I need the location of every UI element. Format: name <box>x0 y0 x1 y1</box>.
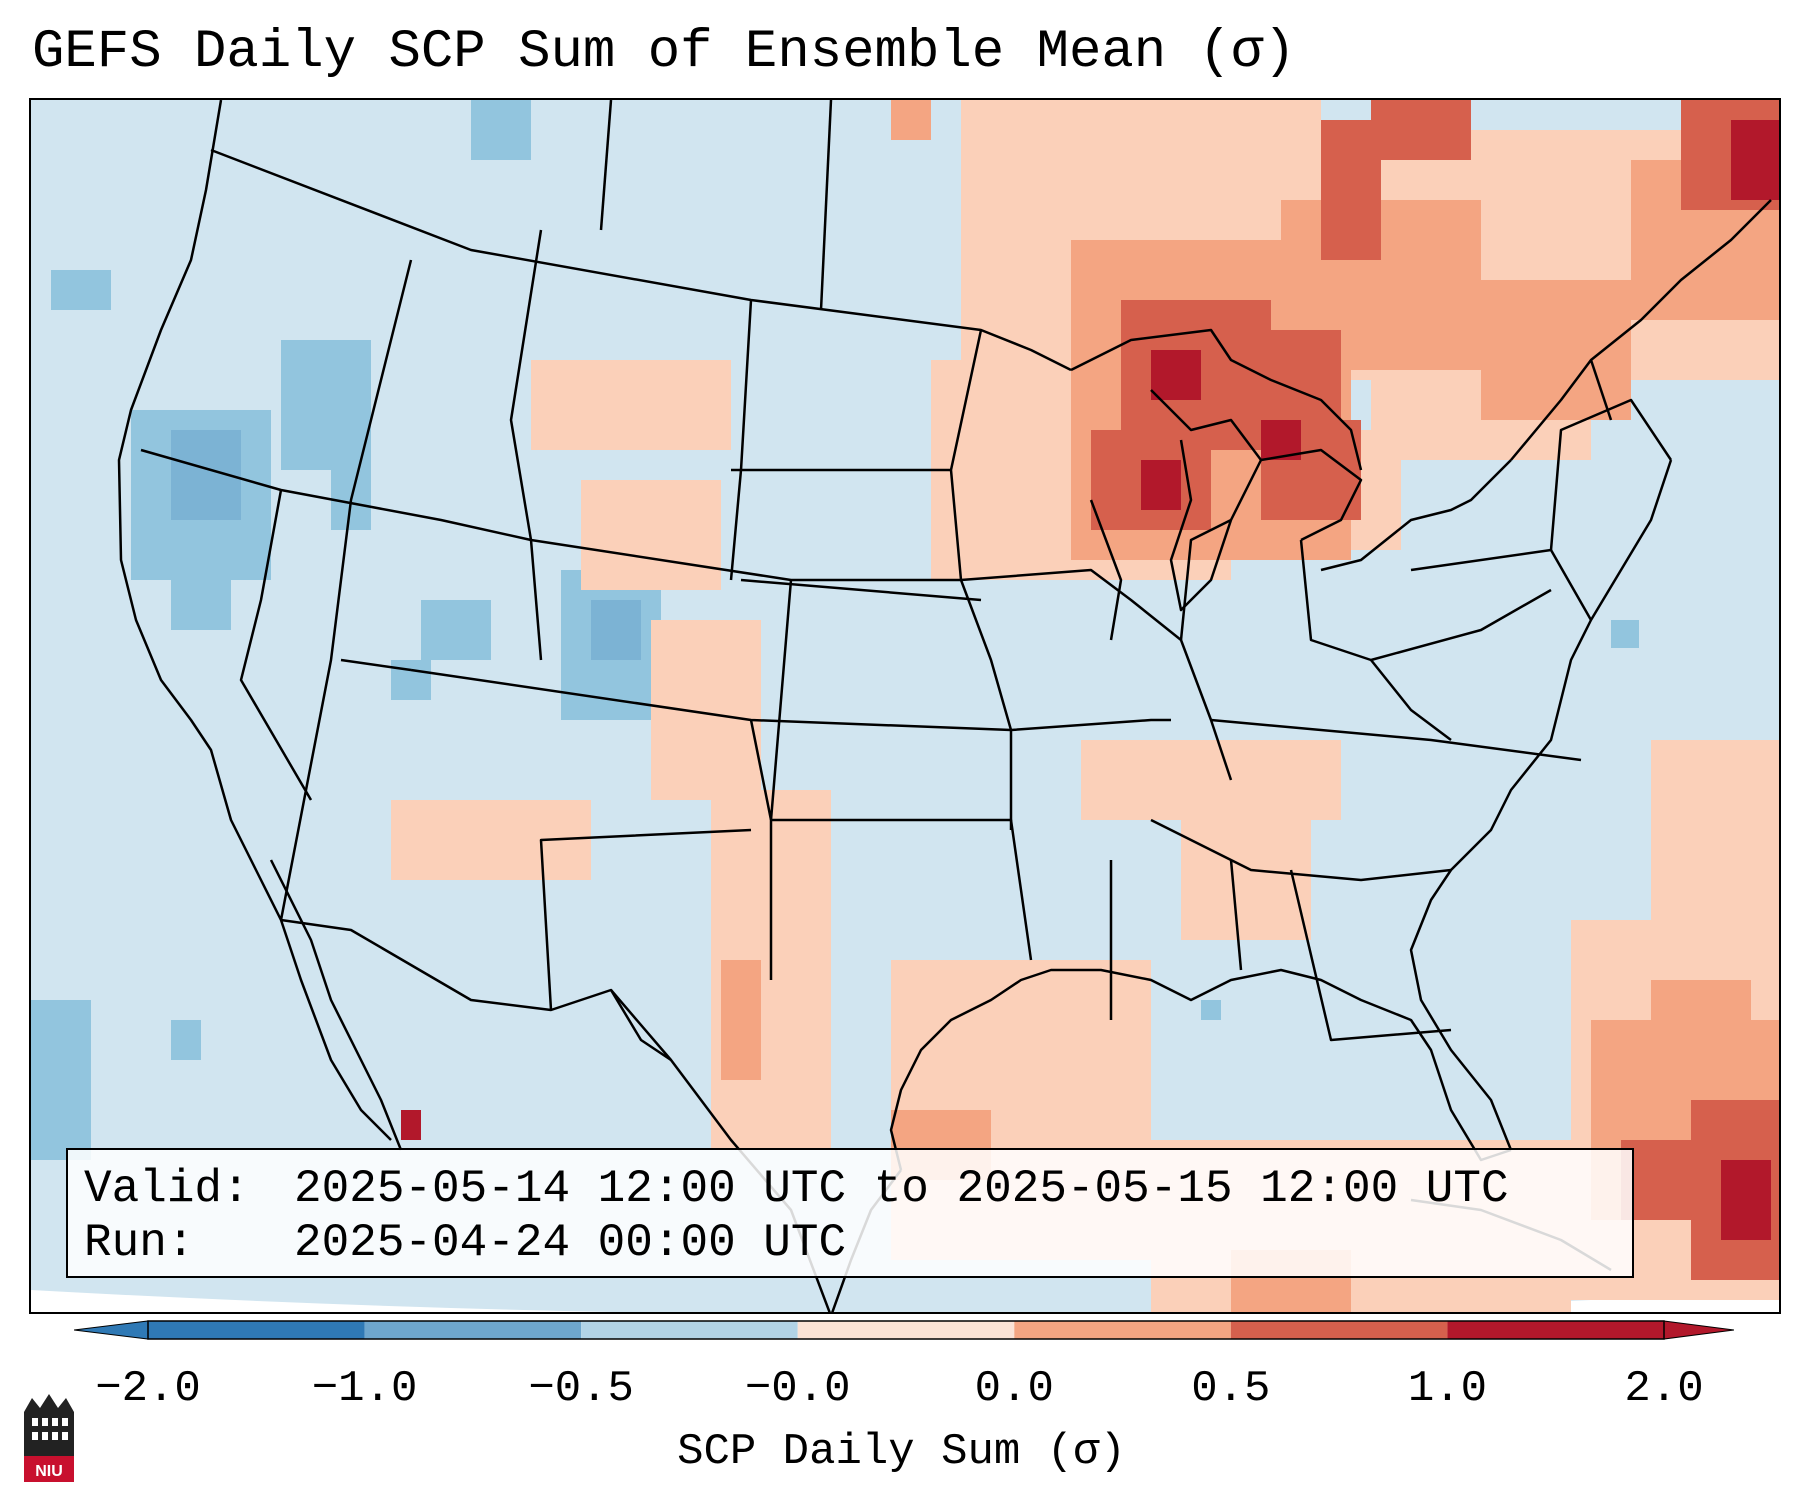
colorbar-tick-label: 2.0 <box>1624 1364 1704 1414</box>
chart-title: GEFS Daily SCP Sum of Ensemble Mean (σ) <box>32 22 1296 83</box>
valid-value: 2025-05-14 12:00 UTC to 2025-05-15 12:00… <box>294 1163 1509 1215</box>
map-svg <box>31 100 1779 1312</box>
colorbar-segment <box>581 1321 798 1339</box>
svg-text:NIU: NIU <box>35 1463 63 1480</box>
colorbar-segment <box>1447 1321 1664 1339</box>
run-value: 2025-04-24 00:00 UTC <box>294 1217 847 1269</box>
colorbar-extend-min <box>74 1320 149 1340</box>
colorbar-label: SCP Daily Sum (σ) <box>677 1427 1126 1477</box>
map-panel <box>29 98 1781 1314</box>
colorbar-tick-label: −2.0 <box>95 1364 201 1414</box>
colorbar-extend-max <box>1663 1320 1734 1340</box>
colorbar-tick-label: 1.0 <box>1407 1364 1488 1414</box>
colorbar-segment <box>1014 1321 1231 1339</box>
colorbar-tick-label: −0.5 <box>528 1364 634 1414</box>
colorbar-tick-label: 0.0 <box>974 1364 1054 1414</box>
valid-label: Valid: <box>84 1163 250 1215</box>
colorbar-tick-label: −0.0 <box>744 1364 851 1414</box>
colorbar-tick-label: −1.0 <box>311 1364 418 1414</box>
state-borders-and-coastlines <box>117 100 1772 1312</box>
run-label: Run: <box>84 1217 195 1269</box>
colorbar-segment <box>1230 1321 1448 1339</box>
colorbar-tick-label: 0.5 <box>1191 1364 1271 1414</box>
run-row: Run: 2025-04-24 00:00 UTC <box>84 1216 1616 1270</box>
colorbar <box>74 1320 1734 1340</box>
colorbar-segment <box>797 1321 1015 1339</box>
niu-logo: NIU <box>24 1394 74 1482</box>
colorbar-segment <box>148 1321 365 1339</box>
colorbar-segment <box>364 1321 582 1339</box>
valid-run-info-box: Valid: 2025-05-14 12:00 UTC to 2025-05-1… <box>66 1148 1634 1278</box>
valid-row: Valid: 2025-05-14 12:00 UTC to 2025-05-1… <box>84 1162 1616 1216</box>
